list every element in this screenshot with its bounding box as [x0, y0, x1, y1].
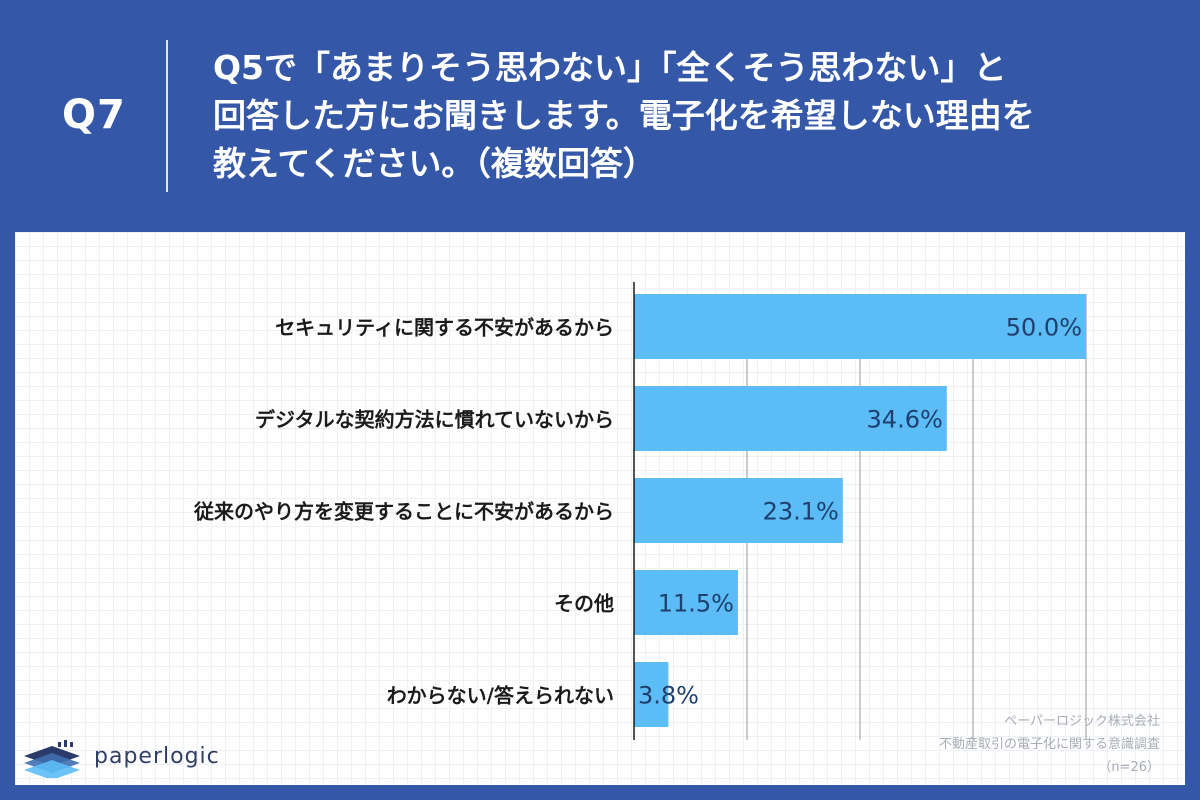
question-text: Q5で「あまりそう思わない」「全くそう思わない」と 回答した方にお聞きします。電…	[213, 44, 1163, 188]
logo-text: paperlogic	[94, 744, 220, 769]
question-line-2: 回答した方にお聞きします。電子化を希望しない理由を	[213, 96, 1035, 135]
question-number: Q7	[62, 92, 126, 138]
category-label: デジタルな契約方法に慣れていないから	[255, 408, 614, 432]
category-label: わからない/答えられない	[387, 684, 614, 708]
source-survey: 不動産取引の電子化に関する意識調査	[938, 737, 1160, 752]
question-line-1: Q5で「あまりそう思わない」「全くそう思わない」と	[213, 48, 1007, 87]
category-label: その他	[554, 592, 614, 616]
value-label: 34.6%	[867, 406, 943, 434]
header: Q7 Q5で「あまりそう思わない」「全くそう思わない」と 回答した方にお聞きしま…	[0, 0, 1200, 232]
value-label: 50.0%	[1006, 314, 1082, 342]
header-divider	[166, 40, 168, 192]
source-note: ペーパーロジック株式会社 不動産取引の電子化に関する意識調査 （n=26）	[939, 710, 1160, 779]
value-label: 23.1%	[763, 498, 839, 526]
paperlogic-logo-icon	[24, 740, 80, 778]
source-sample: （n=26）	[1098, 760, 1160, 775]
category-label: セキュリティに関する不安があるから	[275, 316, 614, 340]
bar	[634, 570, 738, 635]
bar	[634, 294, 1086, 359]
category-label: 従来のやり方を変更することに不安があるから	[193, 500, 614, 524]
bar	[634, 386, 947, 451]
bar	[634, 478, 843, 543]
value-label: 11.5%	[658, 590, 734, 618]
bar	[634, 662, 669, 727]
question-line-3: 教えてください。（複数回答）	[213, 144, 656, 183]
value-label: 3.8%	[638, 682, 699, 710]
source-company: ペーパーロジック株式会社	[1004, 714, 1160, 729]
